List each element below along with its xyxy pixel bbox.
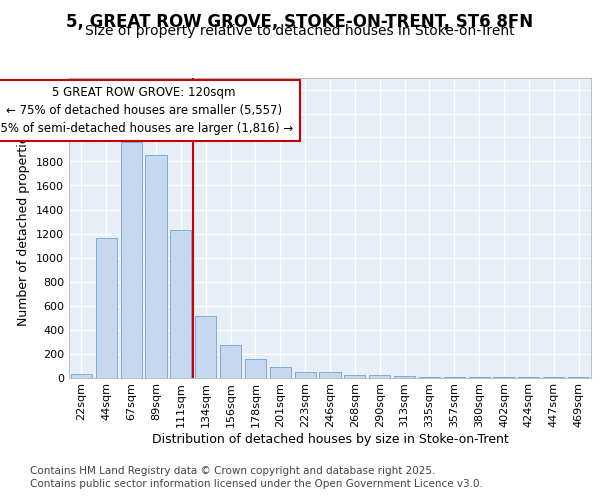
Bar (121, 142, 142, 378)
Bar (295, 372, 316, 378)
Bar (170, 230, 191, 378)
Text: Contains public sector information licensed under the Open Government Licence v3: Contains public sector information licen… (30, 479, 483, 489)
Bar (444, 377, 465, 378)
Bar (71, 374, 92, 378)
Bar (344, 374, 365, 378)
Text: Contains HM Land Registry data © Crown copyright and database right 2025.: Contains HM Land Registry data © Crown c… (30, 466, 436, 476)
Bar (369, 376, 390, 378)
Bar (270, 367, 291, 378)
Bar (245, 359, 266, 378)
Y-axis label: Number of detached properties: Number of detached properties (17, 129, 31, 326)
Bar (419, 376, 440, 378)
Text: Size of property relative to detached houses in Stoke-on-Trent: Size of property relative to detached ho… (85, 24, 515, 38)
Bar (96, 238, 117, 378)
Bar (319, 372, 341, 378)
X-axis label: Distribution of detached houses by size in Stoke-on-Trent: Distribution of detached houses by size … (152, 433, 508, 446)
Bar (145, 156, 167, 378)
Bar (195, 316, 216, 378)
Text: 5, GREAT ROW GROVE, STOKE-ON-TRENT, ST6 8FN: 5, GREAT ROW GROVE, STOKE-ON-TRENT, ST6 … (67, 12, 533, 30)
Bar (394, 376, 415, 378)
Bar (220, 344, 241, 378)
Text: 5 GREAT ROW GROVE: 120sqm
← 75% of detached houses are smaller (5,557)
25% of se: 5 GREAT ROW GROVE: 120sqm ← 75% of detac… (0, 86, 293, 135)
